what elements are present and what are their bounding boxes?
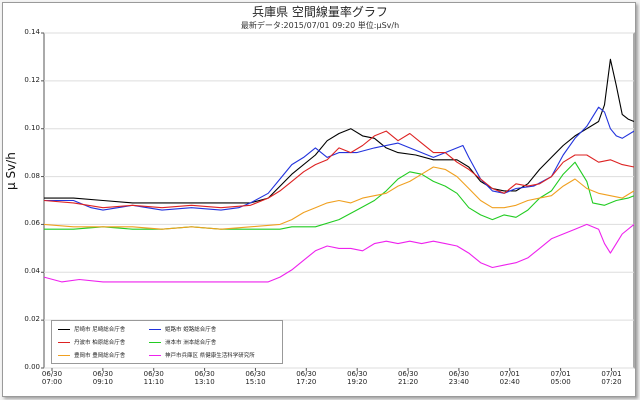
x-tick-date: 06/30 xyxy=(92,370,113,378)
x-tick-time: 19:20 xyxy=(347,378,368,386)
legend-label: 豊岡市 豊岡総合庁舎 xyxy=(74,353,126,359)
x-tick-label: 06/30 15:10 xyxy=(235,370,275,386)
legend-item: 尼崎市 尼崎総合庁舎 xyxy=(58,325,125,333)
x-tick-date: 06/30 xyxy=(245,370,266,378)
chart-subtitle: 最新データ:2015/07/01 09:20 単位:μSv/h xyxy=(240,21,400,30)
legend-item: 丹波市 柏原総合庁舎 xyxy=(58,338,125,346)
x-tick-label: 07/01 05:00 xyxy=(541,370,581,386)
legend-label: 丹波市 柏原総合庁舎 xyxy=(74,340,126,346)
series-line-0 xyxy=(44,58,635,204)
legend-swatch xyxy=(58,354,70,356)
x-tick-time: 07:00 xyxy=(41,378,63,386)
y-tick-label: 0.02 xyxy=(24,315,40,324)
x-tick-time: 05:00 xyxy=(550,378,571,386)
y-tick-label: 0.04 xyxy=(24,267,40,276)
y-tick-label: 0.06 xyxy=(24,219,40,228)
legend: 尼崎市 尼崎総合庁舎 姫路市 姫路総合庁舎丹波市 柏原総合庁舎 洲本市 洲本総合庁舎… xyxy=(51,320,283,364)
x-tick-time: 13:10 xyxy=(194,378,215,386)
x-tick-label: 06/30 19:20 xyxy=(337,370,377,386)
x-tick-date: 06/30 xyxy=(296,370,317,378)
x-tick-time: 23:40 xyxy=(448,378,469,386)
x-tick-date: 06/30 xyxy=(397,370,419,378)
x-tick-time: 21:20 xyxy=(397,378,419,386)
legend-item: 豊岡市 豊岡総合庁舎 xyxy=(58,351,125,359)
x-tick-date: 07/01 xyxy=(499,370,520,378)
series-line-1 xyxy=(44,106,635,211)
x-tick-label: 06/30 23:40 xyxy=(439,370,479,386)
x-tick-label: 06/30 07:00 xyxy=(32,370,72,386)
x-tick-label: 07/01 07:20 xyxy=(591,370,631,386)
x-tick-label: 06/30 17:20 xyxy=(286,370,326,386)
series-line-5 xyxy=(43,223,635,283)
series-line-4 xyxy=(43,166,635,230)
x-tick-time: 11:10 xyxy=(143,378,164,386)
x-tick-label: 06/30 11:10 xyxy=(134,370,174,386)
legend-label: 尼崎市 尼崎総合庁舎 xyxy=(74,327,126,333)
legend-swatch xyxy=(58,341,70,343)
legend-swatch xyxy=(149,341,161,343)
legend-swatch xyxy=(149,354,161,356)
x-tick-date: 06/30 xyxy=(143,370,164,378)
x-tick-time: 07:20 xyxy=(601,378,622,386)
legend-swatch xyxy=(149,328,161,330)
legend-label: 神戸市兵庫区 県健康生活科学研究所 xyxy=(165,353,255,359)
x-tick-date: 06/30 xyxy=(41,370,63,378)
legend-item: 姫路市 姫路総合庁舎 xyxy=(149,325,216,333)
x-tick-time: 15:10 xyxy=(245,378,266,386)
legend-swatch xyxy=(58,328,70,330)
y-tick-label: 0.14 xyxy=(24,28,40,36)
x-tick-label: 06/30 09:10 xyxy=(83,370,123,386)
x-tick-time: 17:20 xyxy=(296,378,317,386)
y-tick-label: 0.00 xyxy=(24,363,40,371)
x-tick-date: 06/30 xyxy=(448,370,469,378)
series-line-2 xyxy=(43,130,635,209)
y-tick-label: 0.10 xyxy=(24,123,40,132)
x-tick-date: 06/30 xyxy=(347,370,368,378)
chart-title: 兵庫県 空間線量率グラフ xyxy=(252,5,388,19)
x-tick-label: 06/30 21:20 xyxy=(388,370,428,386)
legend-label: 姫路市 姫路総合庁舎 xyxy=(165,327,217,333)
x-tick-label: 06/30 13:10 xyxy=(185,370,225,386)
x-tick-date: 06/30 xyxy=(194,370,215,378)
legend-item: 神戸市兵庫区 県健康生活科学研究所 xyxy=(149,351,255,359)
legend-item: 洲本市 洲本総合庁舎 xyxy=(149,338,216,346)
x-tick-date: 07/01 xyxy=(601,370,622,378)
y-tick-label: 0.08 xyxy=(24,171,40,180)
y-tick-label: 0.12 xyxy=(24,75,40,84)
x-tick-label: 07/01 02:40 xyxy=(490,370,530,386)
x-tick-date: 07/01 xyxy=(550,370,571,378)
x-tick-time: 02:40 xyxy=(499,378,520,386)
x-tick-time: 09:10 xyxy=(92,378,113,386)
legend-label: 洲本市 洲本総合庁舎 xyxy=(165,340,217,346)
